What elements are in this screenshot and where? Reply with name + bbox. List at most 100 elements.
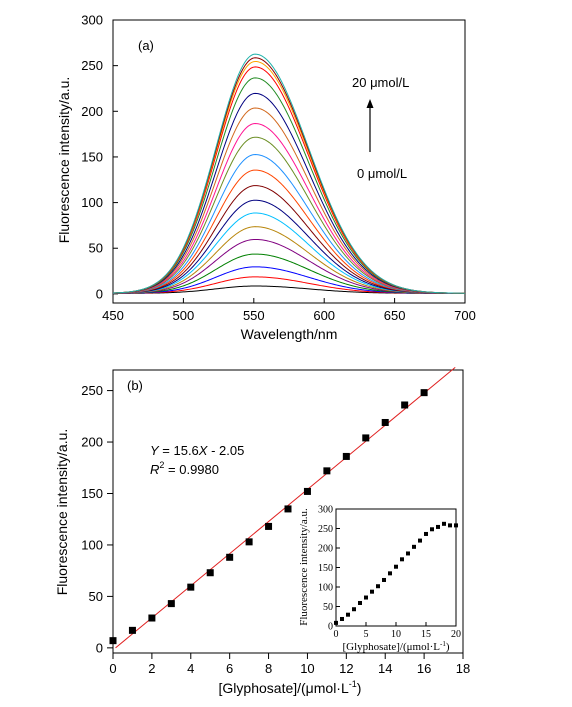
panel-a-x-tick-label: 500 <box>173 308 195 323</box>
data-point <box>109 637 117 645</box>
panel-b-y-tick-label: 0 <box>96 640 103 655</box>
inset-x-tick-label: 15 <box>421 629 431 640</box>
spectrum-curve-5 <box>112 226 465 294</box>
data-point <box>226 553 234 561</box>
inset-y-tick-label: 50 <box>323 602 333 613</box>
panel-a-y-ticks: 0 50 100 150 200 250 300 <box>81 13 118 301</box>
panel-b-label: (b) <box>127 378 143 393</box>
equation-slope: = 15.6 <box>159 443 199 458</box>
data-point <box>362 434 370 442</box>
inset-data-point <box>454 523 458 528</box>
panel-a-arrow-head <box>366 99 374 108</box>
spectrum-curve-14 <box>112 92 466 294</box>
panel-b-x-tick-label: 8 <box>265 661 272 676</box>
inset-data-point <box>358 600 362 605</box>
inset-data-points <box>334 521 458 625</box>
inset-x-tick-label: 0 <box>334 629 339 640</box>
panel-a-x-tick-label: 550 <box>243 308 265 323</box>
inset-data-point <box>334 620 338 625</box>
panel-b-x-tick-label: 16 <box>417 661 431 676</box>
data-point <box>265 522 273 530</box>
data-point <box>381 418 389 426</box>
inset-data-point <box>442 521 446 526</box>
panel-b-y-ticks: 0 50 100 150 200 250 <box>81 383 113 655</box>
panel-b-y-tick-label: 150 <box>81 486 103 501</box>
inset-data-point <box>388 571 392 576</box>
panel-b-x-tick-label: 18 <box>456 661 470 676</box>
r-squared-symbol: R <box>150 462 159 477</box>
panel-a-y-tick-label: 300 <box>81 13 103 28</box>
panel-a-x-tick-label: 450 <box>102 308 124 323</box>
panel-a-label: (a) <box>138 38 154 53</box>
x-axis-label-superscript: -1 <box>349 679 357 689</box>
panel-a-x-ticks: 450 500 550 600 650 700 <box>102 298 476 323</box>
panel-b-r-squared: R2 = 0.9980 <box>150 460 219 477</box>
x-axis-label-main: [Glyphosate]/(μmol·L <box>219 680 349 696</box>
panel-b-plot-frame <box>112 369 464 654</box>
data-point <box>128 626 136 634</box>
spectrum-curve-13 <box>112 107 466 294</box>
panel-b-data-points <box>109 389 428 645</box>
spectrum-curve-12 <box>112 123 466 294</box>
inset-y-axis-label: Fluorescence intensity/a.u. <box>298 508 310 626</box>
inset-y-tick-label: 0 <box>328 622 333 633</box>
data-point <box>206 569 214 577</box>
panel-a-y-tick-label: 150 <box>81 149 103 164</box>
panel-a-x-axis-label: Wavelength/nm <box>241 326 338 342</box>
inset-data-point <box>424 531 428 536</box>
panel-b-equation: Y = 15.6X - 2.05 <box>150 443 244 458</box>
panel-a-y-axis-label: Fluorescence intensity/a.u. <box>56 77 72 244</box>
panel-a-y-tick-label: 0 <box>96 286 103 301</box>
panel-b-x-tick-label: 10 <box>300 661 314 676</box>
panel-a-x-tick-label: 650 <box>384 308 406 323</box>
inset-data-point <box>340 616 344 621</box>
inset-x-axis-label-end: ) <box>446 641 450 653</box>
inset-data-point <box>346 612 350 617</box>
data-point <box>420 389 428 397</box>
panel-a-annotation-top: 20 μmol/L <box>352 75 409 90</box>
spectrum-curve-19 <box>112 53 466 294</box>
equation-x-symbol: X <box>198 443 209 458</box>
spectrum-curve-11 <box>112 136 466 294</box>
inset-data-point <box>376 584 380 589</box>
panel-a-y-tick-label: 250 <box>81 58 103 73</box>
data-point <box>245 538 253 546</box>
panel-a-spectra <box>112 53 466 294</box>
panel-b-x-tick-label: 14 <box>378 661 392 676</box>
inset-data-point <box>430 527 434 532</box>
inset-data-point <box>382 577 386 582</box>
spectrum-curve-18 <box>112 57 466 294</box>
panel-a-y-tick-label: 100 <box>81 195 103 210</box>
panel-b-y-tick-label: 100 <box>81 537 103 552</box>
panel-a-y-tick-label: 200 <box>81 104 103 119</box>
panel-b-x-tick-label: 0 <box>109 661 116 676</box>
data-point <box>323 467 331 475</box>
panel-b-x-tick-label: 2 <box>148 661 155 676</box>
inset-y-tick-label: 300 <box>318 505 333 516</box>
inset-x-axis-label-superscript: -1 <box>440 640 446 648</box>
panel-b-x-tick-label: 12 <box>339 661 353 676</box>
inset-data-point <box>394 564 398 569</box>
panel-b-x-tick-label: 6 <box>226 661 233 676</box>
inset-x-tick-label: 5 <box>364 629 369 640</box>
inset-data-point <box>406 551 410 556</box>
panel-a-x-tick-label: 700 <box>454 308 476 323</box>
inset-data-point <box>412 544 416 549</box>
panel-b-y-tick-label: 200 <box>81 435 103 450</box>
inset-data-point <box>448 523 452 528</box>
inset-x-axis-label: [Glyphosate]/(μmol·L-1) <box>342 640 449 653</box>
panel-b-x-tick-label: 4 <box>187 661 194 676</box>
inset-y-tick-label: 200 <box>318 544 333 555</box>
panel-a-x-tick-label: 600 <box>313 308 335 323</box>
x-axis-label-end: ) <box>357 680 362 696</box>
panel-b-x-ticks: 0 2 4 6 8 10 12 14 16 18 <box>109 653 470 676</box>
inset-data-point <box>370 589 374 594</box>
inset-data-point <box>352 607 356 612</box>
inset-x-tick-label: 10 <box>391 629 401 640</box>
data-point <box>342 452 350 460</box>
equation-intercept: - 2.05 <box>207 443 244 458</box>
panel-b-y-tick-label: 50 <box>89 589 103 604</box>
panel-a-annotation-bottom: 0 μmol/L <box>357 166 407 181</box>
